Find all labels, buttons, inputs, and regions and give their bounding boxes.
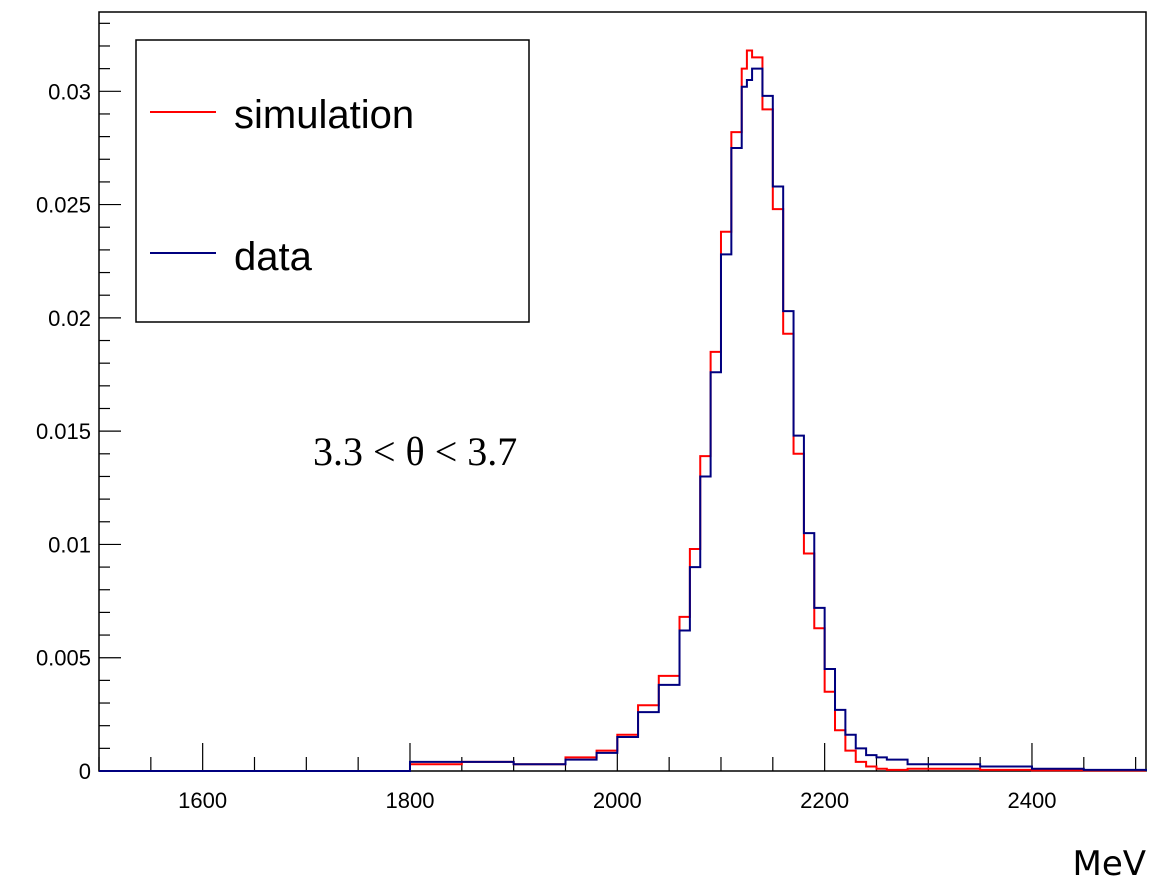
y-tick-label: 0.025 [36,193,91,218]
theta-range-annotation: 3.3 < θ < 3.7 [313,429,517,474]
y-tick-label: 0.015 [36,419,91,444]
series-layer [99,49,1147,772]
y-axis-ticks: 0 0.005 0.01 0.015 0.02 0.025 0.03 [36,22,121,784]
x-tick-label: 1600 [178,788,227,813]
x-tick-label: 2000 [593,788,642,813]
plot-frame [98,11,1147,772]
legend-label-simulation: simulation [234,93,414,137]
legend-box [135,39,530,323]
x-axis-label: MeV [1072,844,1146,884]
x-tick-label: 1800 [386,788,435,813]
x-axis-ticks: 1600 1800 2000 2200 2400 [98,743,1137,813]
y-tick-label: 0.005 [36,646,91,671]
y-tick-label: 0.03 [48,79,91,104]
x-tick-label: 2200 [800,788,849,813]
y-tick-label: 0 [79,759,91,784]
y-tick-label: 0.02 [48,306,91,331]
y-tick-label: 0.01 [48,532,91,557]
legend: simulation data [135,39,530,323]
legend-label-data: data [234,235,313,279]
series-data-line [99,67,1147,772]
x-tick-label: 2400 [1007,788,1056,813]
